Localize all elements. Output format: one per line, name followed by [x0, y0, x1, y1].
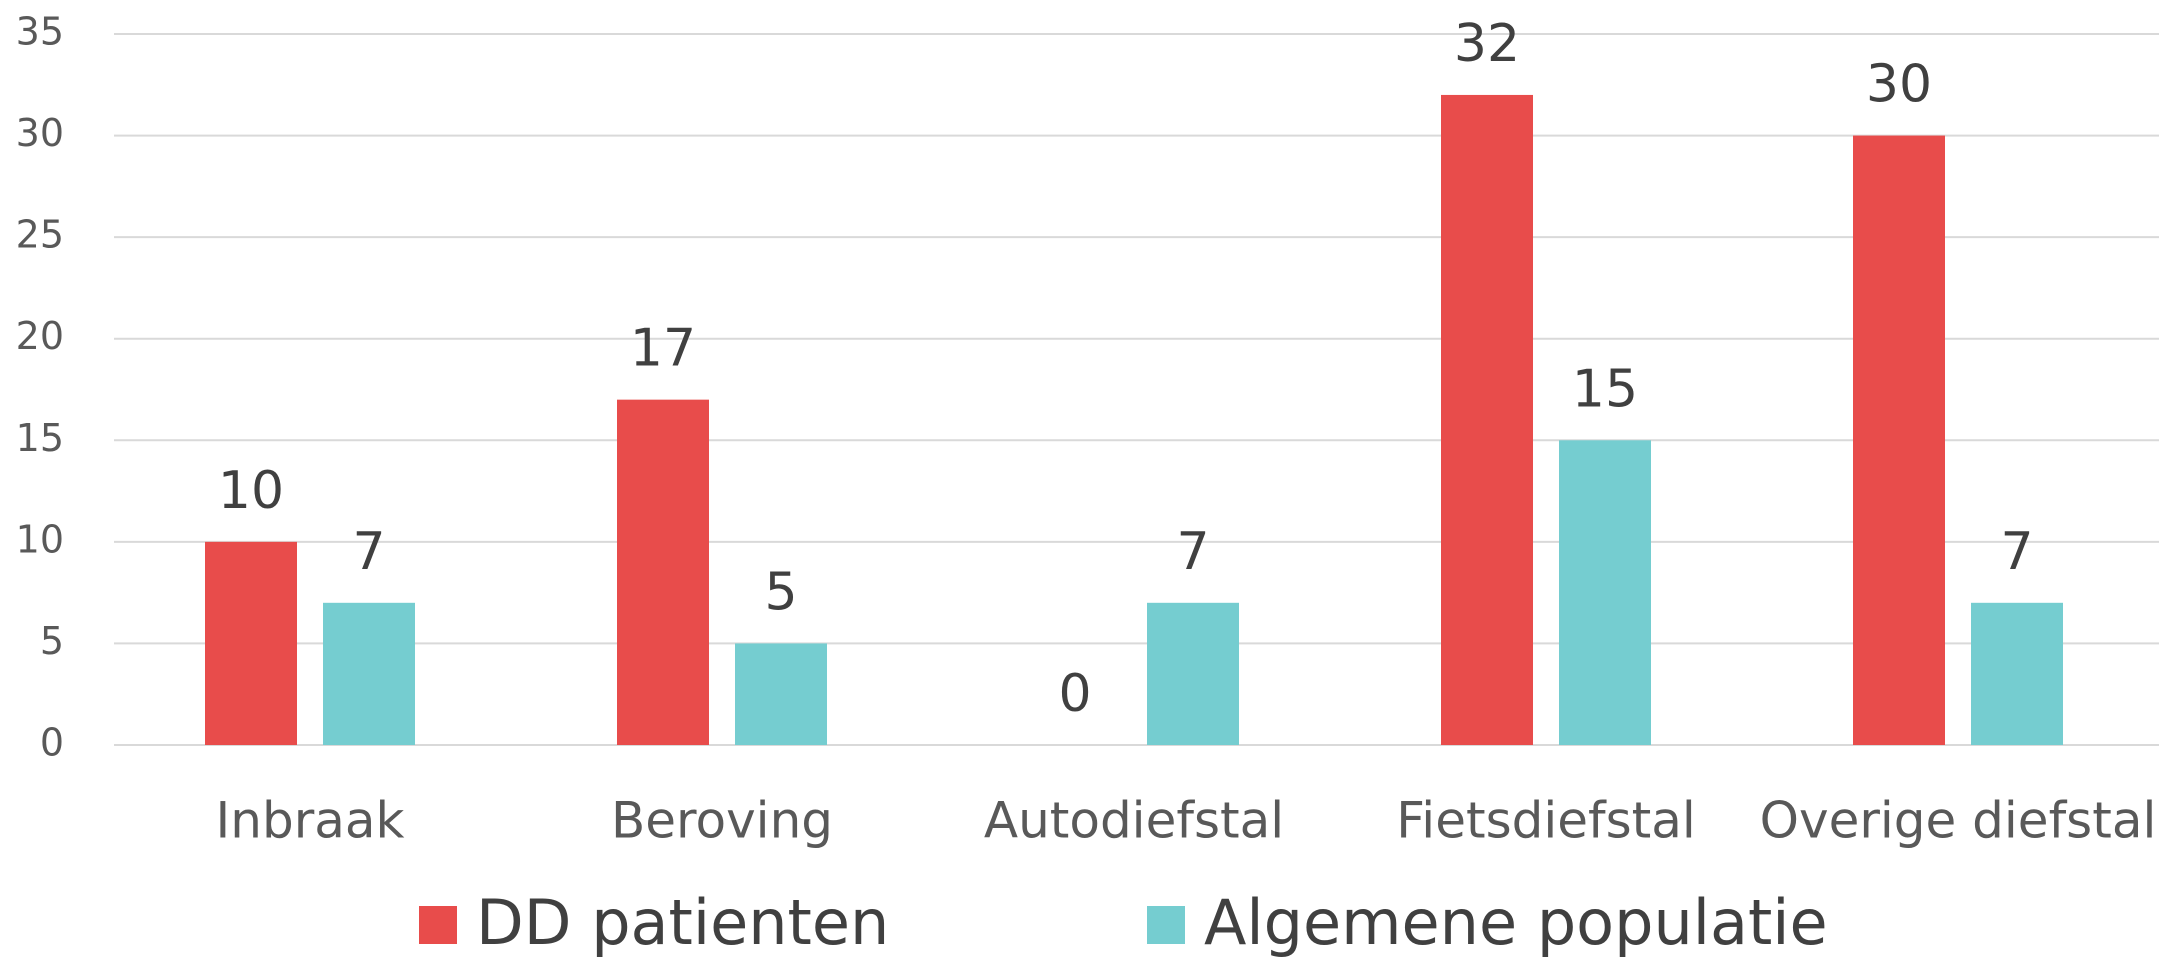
bar [323, 602, 415, 745]
y-tick-label: 25 [16, 213, 64, 257]
x-tick-label: Autodiefstal [984, 792, 1284, 850]
data-label: 30 [1866, 55, 1932, 115]
y-tick-label: 10 [16, 517, 64, 561]
data-label: 32 [1454, 14, 1520, 74]
legend-label: Algemene populatie [1204, 886, 1828, 959]
data-label: 7 [1176, 522, 1209, 582]
bar [205, 541, 297, 745]
x-tick-label: Fietsdiefstal [1396, 792, 1696, 850]
y-tick-label: 35 [16, 10, 64, 54]
bar [617, 399, 709, 745]
data-label: 0 [1058, 664, 1091, 724]
y-tick-label: 0 [40, 721, 64, 765]
x-tick-label: Beroving [611, 792, 833, 850]
data-label: 7 [352, 522, 385, 582]
bar [1853, 135, 1945, 746]
y-tick-label: 5 [40, 619, 64, 663]
data-label: 7 [2000, 522, 2033, 582]
data-label: 17 [630, 319, 696, 379]
y-tick-label: 30 [16, 111, 64, 155]
legend-swatch [1147, 906, 1185, 944]
y-tick-label: 20 [16, 314, 64, 358]
data-label: 15 [1572, 359, 1638, 419]
data-label: 10 [218, 461, 284, 521]
y-tick-label: 15 [16, 416, 64, 460]
bar [1441, 94, 1533, 745]
legend-swatch [419, 906, 457, 944]
bar [735, 643, 827, 745]
data-label: 5 [764, 562, 797, 622]
bar [1147, 602, 1239, 745]
legend-label: DD patienten [476, 886, 889, 959]
x-tick-label: Inbraak [216, 792, 405, 850]
x-tick-label: Overige diefstal [1760, 792, 2157, 850]
bar [1971, 602, 2063, 745]
bar [1559, 440, 1651, 745]
